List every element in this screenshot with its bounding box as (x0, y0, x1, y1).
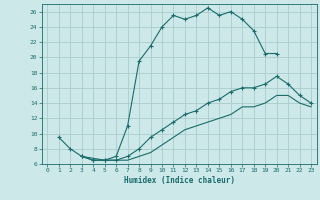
X-axis label: Humidex (Indice chaleur): Humidex (Indice chaleur) (124, 176, 235, 185)
